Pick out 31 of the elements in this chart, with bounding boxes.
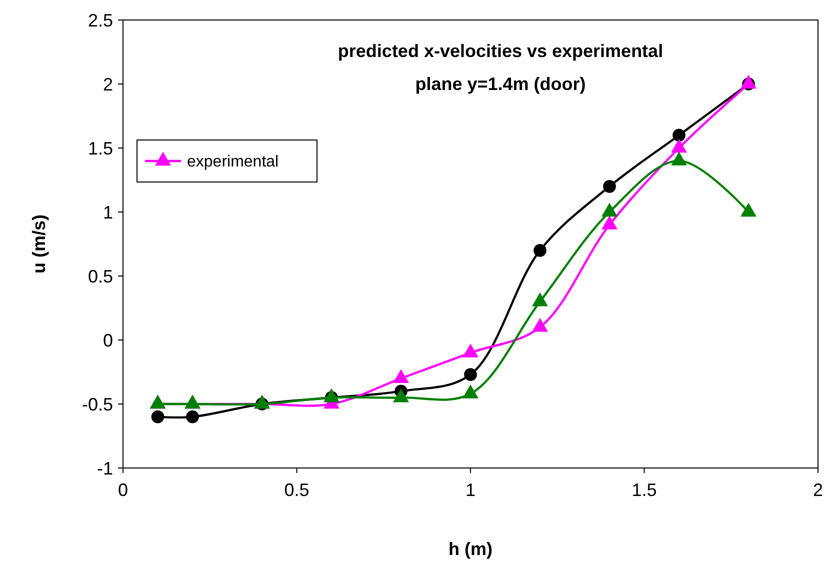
point	[393, 388, 409, 402]
y-tick-label: 2	[102, 74, 113, 94]
point	[740, 74, 756, 89]
point	[671, 152, 687, 166]
text: predicted x-velocities vs experimental	[338, 41, 664, 61]
point	[532, 292, 548, 306]
point	[671, 138, 687, 153]
y-tick-label: 0	[102, 330, 113, 350]
text: plane y=1.4m (door)	[415, 74, 586, 94]
y-tick-label: 0.5	[88, 266, 113, 286]
x-tick-label: 1	[465, 480, 476, 500]
point	[602, 216, 618, 230]
point	[602, 202, 618, 217]
point	[462, 384, 478, 398]
point	[324, 388, 340, 402]
x-tick-label: 2	[812, 480, 824, 500]
point	[740, 202, 756, 217]
y-tick-label: 1.5	[88, 138, 113, 158]
y-axis-title: u (m/s)	[29, 214, 49, 274]
x-axis-title: h (m)	[448, 539, 492, 559]
y-tick-label: -1	[96, 458, 113, 478]
point	[532, 318, 548, 332]
legend-label: experimental	[187, 154, 279, 171]
point	[393, 369, 409, 383]
y-tick-label: 2.5	[88, 10, 113, 30]
y-tick-label: -0.5	[82, 394, 113, 414]
x-tick-label: 0.5	[284, 480, 310, 500]
y-tick-label: 1	[102, 202, 113, 222]
point	[462, 344, 478, 358]
x-tick-label: 0	[118, 480, 128, 500]
x-tick-label: 1.5	[632, 480, 657, 500]
